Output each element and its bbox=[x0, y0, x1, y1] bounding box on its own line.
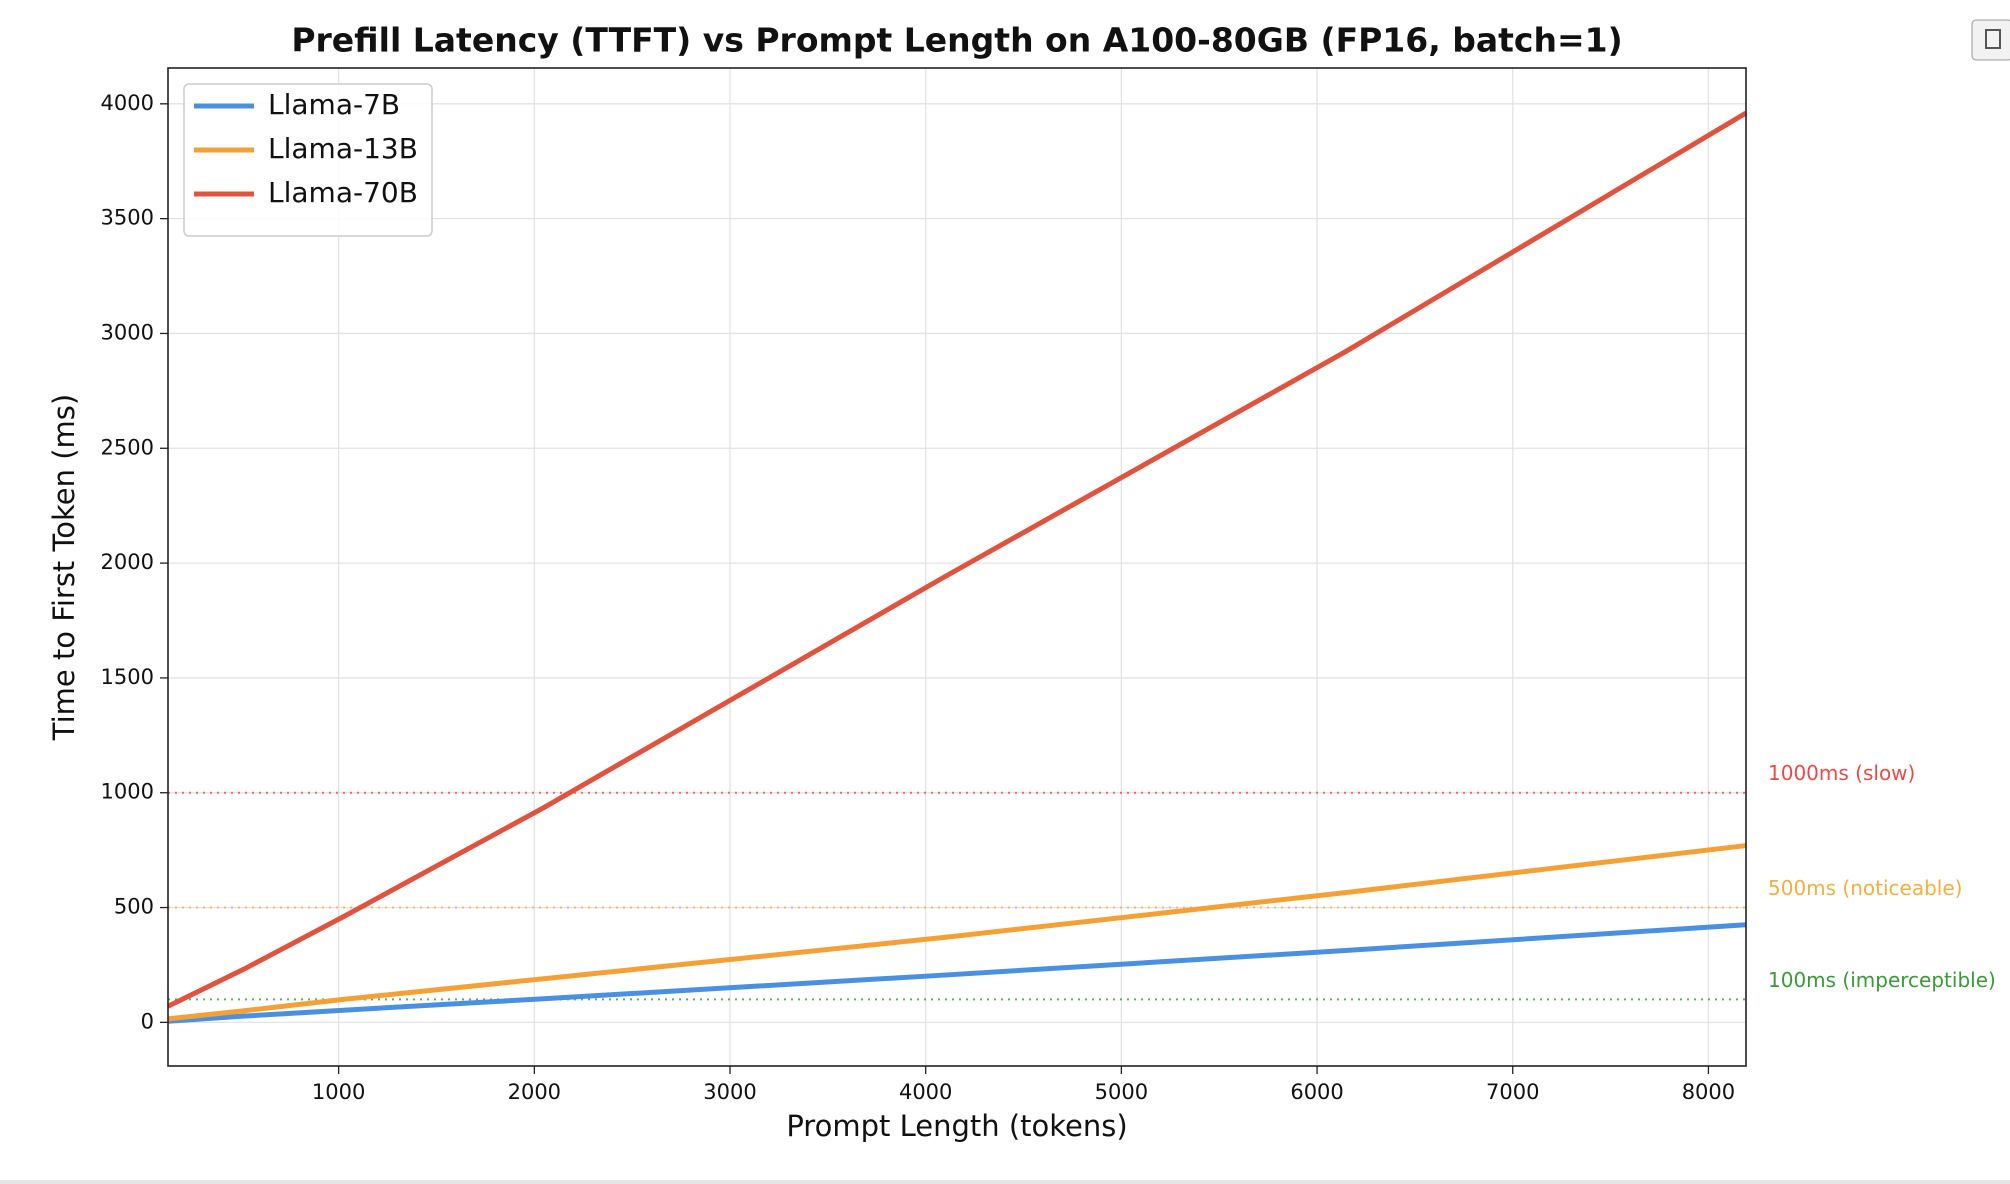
series-line bbox=[167, 922, 1747, 1024]
y-tick-label: 4000 bbox=[101, 91, 154, 115]
x-tick-label: 1000 bbox=[312, 1080, 365, 1104]
x-tick-label: 6000 bbox=[1290, 1080, 1343, 1104]
reference-label: 500ms (noticeable) bbox=[1768, 876, 1962, 900]
y-tick-label: 2500 bbox=[101, 435, 154, 459]
copy-button[interactable] bbox=[1971, 19, 2010, 61]
legend-label: Llama-13B bbox=[268, 132, 418, 165]
y-tick-label: 1500 bbox=[101, 665, 154, 689]
bottom-bar bbox=[0, 1180, 2010, 1184]
y-tick-label: 3500 bbox=[101, 206, 154, 230]
x-tick-label: 4000 bbox=[899, 1080, 952, 1104]
legend-label: Llama-7B bbox=[268, 88, 400, 121]
copy-icon bbox=[1985, 29, 2001, 49]
series-line bbox=[167, 843, 1747, 1022]
y-tick-label: 0 bbox=[141, 1009, 154, 1033]
chart-title: Prefill Latency (TTFT) vs Prompt Length … bbox=[291, 21, 1622, 60]
x-tick-label: 5000 bbox=[1095, 1080, 1148, 1104]
x-tick-label: 3000 bbox=[703, 1080, 756, 1104]
legend-label: Llama-70B bbox=[268, 176, 418, 209]
x-tick-label: 8000 bbox=[1682, 1080, 1735, 1104]
y-axis-label: Time to First Token (ms) bbox=[47, 394, 81, 742]
y-tick-label: 500 bbox=[114, 895, 154, 919]
plot-frame bbox=[167, 67, 1747, 1067]
x-axis-label: Prompt Length (tokens) bbox=[786, 1109, 1127, 1143]
x-tick-label: 7000 bbox=[1486, 1080, 1539, 1104]
y-tick-label: 2000 bbox=[101, 550, 154, 574]
reference-label: 1000ms (slow) bbox=[1768, 761, 1915, 785]
y-tick-label: 3000 bbox=[101, 320, 154, 344]
series-line bbox=[166, 110, 1748, 1009]
legend-box bbox=[183, 83, 433, 237]
y-tick-label: 1000 bbox=[101, 780, 154, 804]
reference-label: 100ms (imperceptible) bbox=[1768, 968, 1996, 992]
x-tick-label: 2000 bbox=[508, 1080, 561, 1104]
